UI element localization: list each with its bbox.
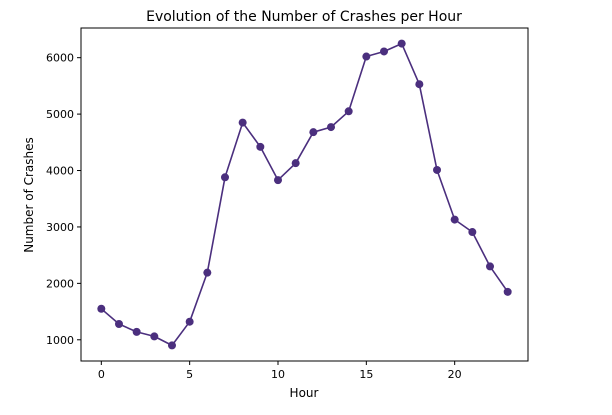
plot-area xyxy=(80,27,529,362)
data-point xyxy=(486,262,495,271)
data-point xyxy=(132,327,141,336)
x-axis-ticks: 0 5 10 15 20 xyxy=(98,361,462,381)
data-point xyxy=(503,287,512,296)
data-point xyxy=(327,123,336,132)
data-point xyxy=(97,304,106,313)
data-point xyxy=(450,215,459,224)
data-point xyxy=(291,159,300,168)
data-point xyxy=(273,176,282,185)
x-tick-label: 10 xyxy=(271,368,285,381)
data-point xyxy=(397,39,406,48)
y-tick-label: 2000 xyxy=(46,277,74,290)
x-tick-label: 0 xyxy=(98,368,105,381)
data-point xyxy=(362,52,371,61)
x-tick-label: 20 xyxy=(448,368,462,381)
data-point xyxy=(220,173,229,182)
data-point xyxy=(203,268,212,277)
data-point xyxy=(256,142,265,151)
series-layer xyxy=(97,39,512,350)
chart-title: Evolution of the Number of Crashes per H… xyxy=(146,9,462,25)
data-point xyxy=(114,319,123,328)
data-point xyxy=(415,80,424,89)
data-point xyxy=(185,317,194,326)
y-tick-label: 6000 xyxy=(46,52,74,65)
data-point xyxy=(380,47,389,56)
data-point xyxy=(167,341,176,350)
y-tick-label: 1000 xyxy=(46,334,74,347)
data-point xyxy=(468,228,477,237)
x-tick-label: 15 xyxy=(359,368,373,381)
data-point xyxy=(433,165,442,174)
x-axis-label: Hour xyxy=(290,386,319,400)
y-tick-label: 3000 xyxy=(46,221,74,234)
x-tick-label: 5 xyxy=(186,368,193,381)
series-line xyxy=(100,42,509,347)
y-tick-label: 5000 xyxy=(46,108,74,121)
y-axis-ticks: 1000 2000 3000 4000 5000 6000 xyxy=(46,52,81,347)
data-point xyxy=(238,118,247,127)
y-tick-label: 4000 xyxy=(46,165,74,178)
data-point xyxy=(150,332,159,341)
y-axis-label: Number of Crashes xyxy=(22,137,36,253)
data-point xyxy=(309,128,318,137)
data-point xyxy=(344,107,353,116)
